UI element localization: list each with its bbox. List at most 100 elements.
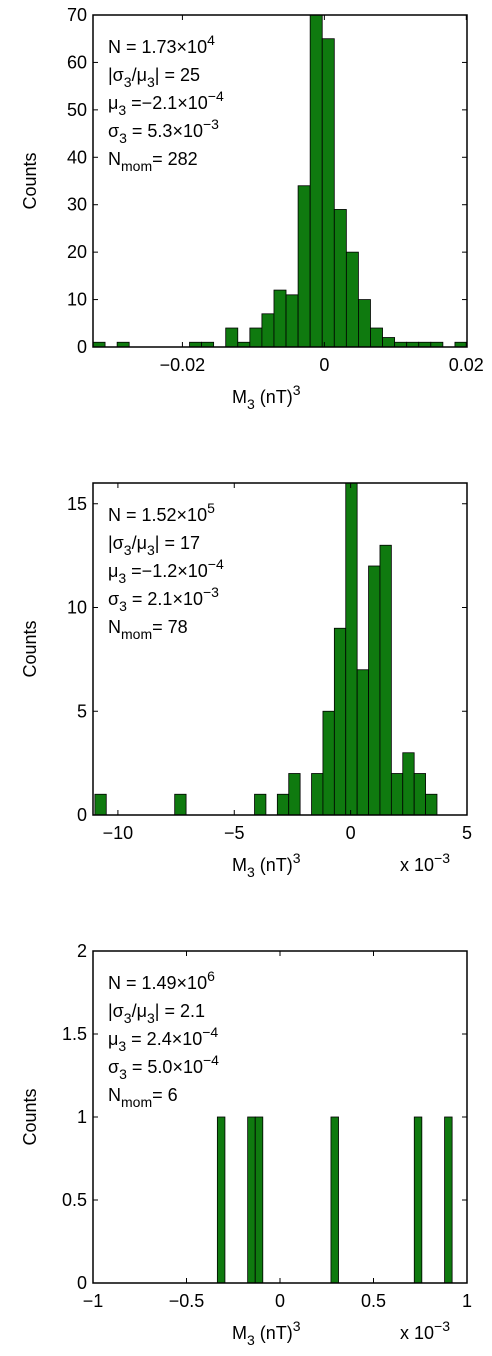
x-axis-label-part: M xyxy=(232,855,247,875)
bar xyxy=(273,289,287,348)
annotation-part: = 5.3×10 xyxy=(127,121,203,141)
x-axis-label: M3 (nT)3 xyxy=(232,850,301,880)
annotation-part: 3 xyxy=(147,542,155,558)
bar xyxy=(382,337,396,348)
x-axis-label-part: M xyxy=(232,1323,247,1343)
annotation: |σ3/μ3| = 2.1 xyxy=(108,1001,205,1026)
y-tick-label: 10 xyxy=(67,290,87,310)
bar xyxy=(288,773,301,816)
annotation: μ3 =−2.1×10−4 xyxy=(108,88,224,118)
x-tick-label: 0 xyxy=(319,355,329,375)
y-tick-label: 2 xyxy=(77,941,87,961)
x-multiplier: x 10−3 xyxy=(400,850,450,875)
annotation-part: 5 xyxy=(207,500,215,516)
annotation: Nmom= 78 xyxy=(108,617,188,642)
x-multiplier-part: x 10 xyxy=(400,855,434,875)
bar xyxy=(297,185,311,348)
y-tick-label: 70 xyxy=(67,5,87,25)
x-axis-label: M3 (nT)3 xyxy=(232,382,301,412)
x-tick-label: −0.02 xyxy=(160,355,206,375)
annotation-part: 3 xyxy=(119,598,127,614)
bar xyxy=(225,327,239,348)
annotation-part: −3 xyxy=(203,584,219,600)
x-axis-label-part: 3 xyxy=(293,382,301,398)
bar xyxy=(390,773,404,816)
x-tick-label: 0 xyxy=(275,1291,285,1311)
annotation-part: 3 xyxy=(119,1066,127,1082)
bar xyxy=(249,327,263,348)
y-axis-label: Counts xyxy=(20,1088,40,1145)
y-tick-label: 1 xyxy=(77,1107,87,1127)
annotation-part: = 78 xyxy=(152,617,188,637)
bar xyxy=(345,482,358,816)
annotation-part: mom xyxy=(121,626,152,642)
annotation-part: /μ xyxy=(132,1001,147,1021)
annotation-part: N = 1.49×10 xyxy=(108,973,207,993)
y-axis-label: Counts xyxy=(20,152,40,209)
y-axis-label: Counts xyxy=(20,620,40,677)
x-axis-label-part: (nT) xyxy=(255,387,293,407)
annotation-part: = 6 xyxy=(152,1085,178,1105)
annotation-part: mom xyxy=(121,158,152,174)
annotation-part: 4 xyxy=(207,32,215,48)
bar xyxy=(368,565,381,816)
annotation-part: /μ xyxy=(132,65,147,85)
annotation-part: −4 xyxy=(208,556,224,572)
y-tick-label: 1.5 xyxy=(62,1024,87,1044)
bar xyxy=(261,313,275,348)
annotation: N = 1.73×104 xyxy=(108,32,215,57)
annotation-part: μ xyxy=(108,1029,118,1049)
x-axis-label: M3 (nT)3 xyxy=(232,1318,301,1348)
annotation-part: N xyxy=(108,617,121,637)
x-tick-label: −0.5 xyxy=(169,1291,205,1311)
bar xyxy=(413,773,426,816)
annotation-part: |σ xyxy=(108,1001,124,1021)
annotation-part: 3 xyxy=(118,570,126,586)
x-axis-label-part: M xyxy=(232,387,247,407)
bar xyxy=(216,1116,226,1284)
annotation-part: mom xyxy=(121,1094,152,1110)
annotation-part: −3 xyxy=(203,116,219,132)
bar xyxy=(345,251,359,348)
y-tick-label: 20 xyxy=(67,242,87,262)
x-tick-label: −5 xyxy=(224,823,245,843)
bar xyxy=(322,710,335,816)
bar xyxy=(379,544,392,816)
y-tick-label: 10 xyxy=(67,598,87,618)
annotation-part: N = 1.52×10 xyxy=(108,505,207,525)
bar xyxy=(309,14,323,348)
annotation: σ3 = 2.1×10−3 xyxy=(108,584,219,614)
y-tick-label: 15 xyxy=(67,494,87,514)
bar xyxy=(94,793,107,816)
annotation-part: = 2.4×10 xyxy=(126,1029,202,1049)
annotation: N = 1.52×105 xyxy=(108,500,215,525)
annotation: N = 1.49×106 xyxy=(108,968,215,993)
bar xyxy=(285,294,299,348)
bar xyxy=(333,627,347,816)
bar xyxy=(311,773,324,816)
y-tick-label: 5 xyxy=(77,701,87,721)
x-axis-label-part: 3 xyxy=(293,1318,301,1334)
annotation-part: 3 xyxy=(124,74,132,90)
y-tick-label: 0 xyxy=(77,337,87,357)
annotation-part: 3 xyxy=(147,74,155,90)
x-multiplier: x 10−3 xyxy=(400,1318,450,1343)
annotation-part: σ xyxy=(108,121,119,141)
x-tick-label: 0 xyxy=(346,823,356,843)
annotation-part: −4 xyxy=(202,1024,218,1040)
annotation-part: 3 xyxy=(118,1038,126,1054)
annotation-part: 3 xyxy=(119,130,127,146)
x-multiplier-part: −3 xyxy=(434,850,450,866)
x-axis-label-part: 3 xyxy=(247,396,255,412)
annotation-part: N = 1.73×10 xyxy=(108,37,207,57)
y-tick-label: 0.5 xyxy=(62,1190,87,1210)
annotation-part: 3 xyxy=(124,1010,132,1026)
axes-box xyxy=(92,14,468,348)
annotation: Nmom= 282 xyxy=(108,149,198,174)
annotation: μ3 =−1.2×10−4 xyxy=(108,556,224,586)
x-axis-label-part: 3 xyxy=(247,864,255,880)
annotation-part: −4 xyxy=(203,1052,219,1068)
y-tick-label: 50 xyxy=(67,100,87,120)
annotation: |σ3/μ3| = 25 xyxy=(108,65,200,90)
